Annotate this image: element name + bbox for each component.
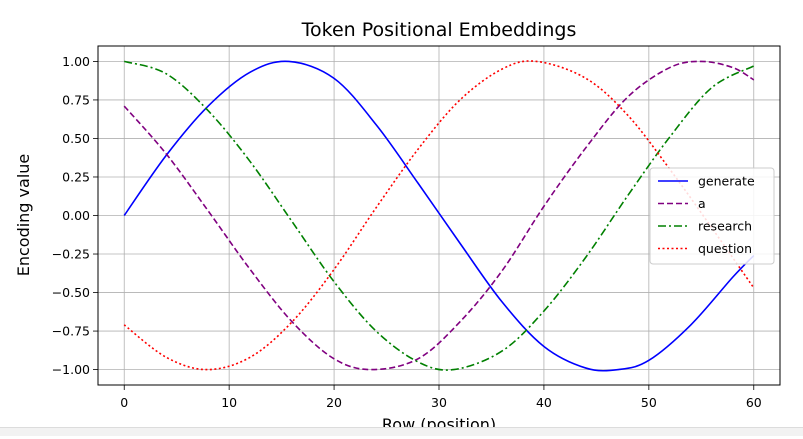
- series-line-research: [124, 60, 755, 371]
- chart-title: Token Positional Embeddings: [301, 19, 577, 41]
- y-axis-label: Encoding value: [14, 154, 33, 277]
- legend-box: [649, 167, 775, 265]
- bottom-strip: [0, 427, 803, 436]
- legend-label-question: question: [698, 241, 752, 256]
- legend-label-generate: generate: [698, 174, 755, 189]
- x-tick-label: 30: [431, 395, 447, 410]
- x-tick-label: 0: [120, 395, 128, 410]
- series-line-generate: [123, 60, 755, 372]
- legend-label-research: research: [698, 219, 752, 234]
- x-tick-label: 50: [641, 395, 657, 410]
- x-tick-label: 10: [221, 395, 237, 410]
- x-tick-label: 20: [326, 395, 342, 410]
- y-tick-label: 0.25: [62, 169, 90, 184]
- series-line-a: [123, 60, 755, 371]
- series-line-question: [123, 60, 755, 371]
- x-tick-label: 60: [746, 395, 762, 410]
- x-tick-label: 40: [536, 395, 552, 410]
- legend: generate a research question: [649, 167, 775, 265]
- y-tick-label: −0.25: [52, 247, 90, 262]
- y-tick-label: 0.00: [62, 208, 90, 223]
- series-layer: [123, 60, 755, 372]
- x-axis: 0 10 20 30 40 50 60: [120, 385, 762, 410]
- y-tick-label: 0.50: [62, 131, 90, 146]
- y-tick-label: −0.50: [52, 285, 90, 300]
- y-axis: −1.00 −0.75 −0.50 −0.25 0.00 0.25 0.50 0.75 1.00: [52, 54, 98, 377]
- legend-label-a: a: [698, 196, 706, 211]
- y-tick-label: 1.00: [62, 54, 90, 69]
- y-tick-label: 0.75: [62, 92, 90, 107]
- y-tick-label: −0.75: [52, 324, 90, 339]
- y-tick-label: −1.00: [52, 362, 90, 377]
